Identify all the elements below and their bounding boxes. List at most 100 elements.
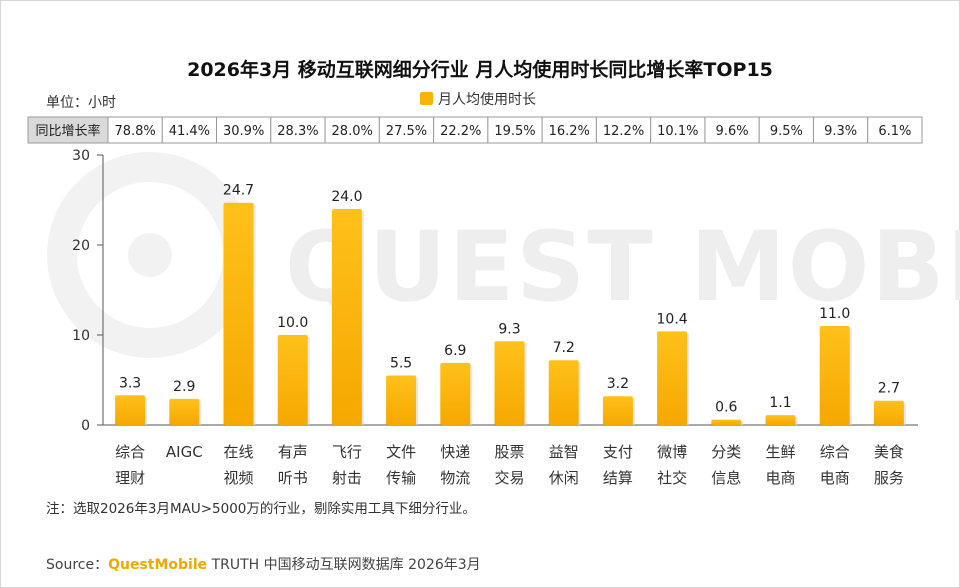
growth-value: 22.2% (440, 124, 481, 139)
growth-value: 27.5% (386, 124, 427, 139)
category-label: 股票 (494, 443, 524, 461)
category-label: 微博 (657, 443, 687, 461)
growth-table-cell (216, 116, 272, 144)
legend-label: 月人均使用时长 (438, 91, 536, 108)
growth-value: 30.9% (223, 124, 264, 139)
growth-value: 28.0% (332, 124, 373, 139)
category-label: 休闲 (549, 469, 579, 487)
growth-value: 9.5% (770, 124, 803, 139)
growth-value: 28.3% (277, 124, 318, 139)
y-ticks: 0 10 20 30 (72, 148, 103, 434)
category-label: 视频 (223, 469, 253, 487)
y-tick-label: 20 (72, 238, 90, 254)
category-label: 物流 (440, 469, 470, 487)
category-label: 交易 (494, 469, 524, 487)
bar-value-label: 2.7 (878, 381, 900, 397)
growth-table-cell (541, 116, 597, 144)
growth-table-cell (378, 116, 435, 144)
growth-table-header: 同比增长率 (35, 123, 100, 139)
source-prefix: Source： (46, 557, 108, 573)
bar-value-label: 3.3 (119, 375, 141, 391)
bar-value-label: 24.0 (331, 189, 362, 205)
bar (331, 209, 362, 425)
growth-table-cell (487, 116, 543, 144)
growth-table-cell (161, 116, 218, 144)
bar-value-label: 10.4 (657, 311, 688, 327)
category-label: 电商 (820, 469, 850, 487)
category-label: 社交 (657, 469, 687, 487)
category-label: 有声 (278, 443, 308, 461)
category-label: 理财 (115, 469, 145, 487)
bar (277, 335, 308, 425)
category-label: 电商 (765, 469, 795, 487)
category-label: 信息 (711, 469, 741, 487)
growth-value: 78.8% (114, 124, 155, 139)
bar-value-label: 2.9 (173, 379, 195, 395)
watermark-logo-icon (47, 152, 253, 358)
bar-value-label: 0.6 (715, 400, 737, 416)
footnote: 注：选取2026年3月MAU>5000万的行业，剔除实用工具下细分行业。 (46, 501, 476, 517)
category-label: 综合 (820, 443, 850, 461)
growth-value: 41.4% (169, 124, 210, 139)
bar (494, 341, 525, 425)
bar (765, 415, 796, 425)
chart-title: 2026年3月 移动互联网细分行业 月人均使用时长同比增长率TOP15 (187, 58, 773, 81)
growth-table-cell (812, 116, 869, 144)
bar-value-label: 11.0 (819, 306, 850, 322)
legend-swatch (420, 92, 433, 105)
growth-table-cell (704, 116, 760, 144)
growth-value: 10.1% (657, 124, 698, 139)
category-label: 服务 (874, 469, 904, 487)
category-label: 综合 (115, 443, 145, 461)
source-line: Source：QuestMobile TRUTH 中国移动互联网数据库 2026… (46, 557, 481, 573)
bar-value-label: 9.3 (498, 321, 520, 337)
bar (819, 326, 850, 425)
growth-value: 9.6% (716, 124, 749, 139)
bars (115, 202, 906, 425)
source-suffix: TRUTH 中国移动互联网数据库 2026年3月 (207, 557, 481, 573)
category-label: 听书 (278, 469, 308, 487)
category-label: 支付 (603, 443, 633, 461)
bar (657, 331, 688, 425)
bar (440, 362, 471, 425)
category-label: 射击 (332, 469, 362, 487)
growth-value: 16.2% (549, 124, 590, 139)
growth-table-header-cell (27, 116, 109, 144)
growth-table: 同比增长率 78.8% 41.4% 30.9% 28.3% 28.0% 27.5% 22.2… (27, 116, 923, 144)
bar-value-label: 5.5 (390, 356, 412, 372)
growth-table-cell (595, 116, 652, 144)
category-label: 益智 (549, 443, 579, 461)
unit-label: 单位：小时 (46, 95, 116, 111)
category-label: AIGC (166, 443, 203, 461)
category-label: 分类 (711, 443, 741, 461)
growth-table-cell (107, 116, 163, 144)
bar-value-label: 3.2 (607, 376, 629, 392)
bar-value-label: 10.0 (277, 315, 308, 331)
bar (548, 360, 579, 425)
category-label: 飞行 (332, 443, 362, 461)
bar-value-label: 7.2 (553, 340, 575, 356)
category-label: 结算 (603, 469, 633, 487)
bar (602, 396, 633, 425)
bar (386, 375, 417, 425)
growth-table-cell (650, 116, 706, 144)
y-tick-label: 10 (72, 328, 90, 344)
category-label: 美食 (874, 443, 904, 461)
bar-value-label: 1.1 (769, 395, 791, 411)
bar-value-label: 6.9 (444, 343, 466, 359)
growth-value: 6.1% (878, 124, 911, 139)
bar (873, 400, 904, 425)
y-tick-label: 30 (72, 148, 90, 164)
bar (223, 202, 254, 425)
growth-value: 19.5% (494, 124, 535, 139)
category-label: 快递 (440, 443, 470, 461)
growth-table-cell (270, 116, 326, 144)
source-brand: QuestMobile (108, 557, 207, 573)
bar-labels: 3.3 2.9 24.7 10.0 24.0 5.5 6.9 9.3 7.2 3.2 10.4 0.6… (119, 183, 900, 416)
bar (169, 398, 200, 425)
watermark: QUEST MOBILE (47, 152, 960, 358)
growth-table-cell (433, 116, 489, 144)
growth-value: 12.2% (603, 124, 644, 139)
